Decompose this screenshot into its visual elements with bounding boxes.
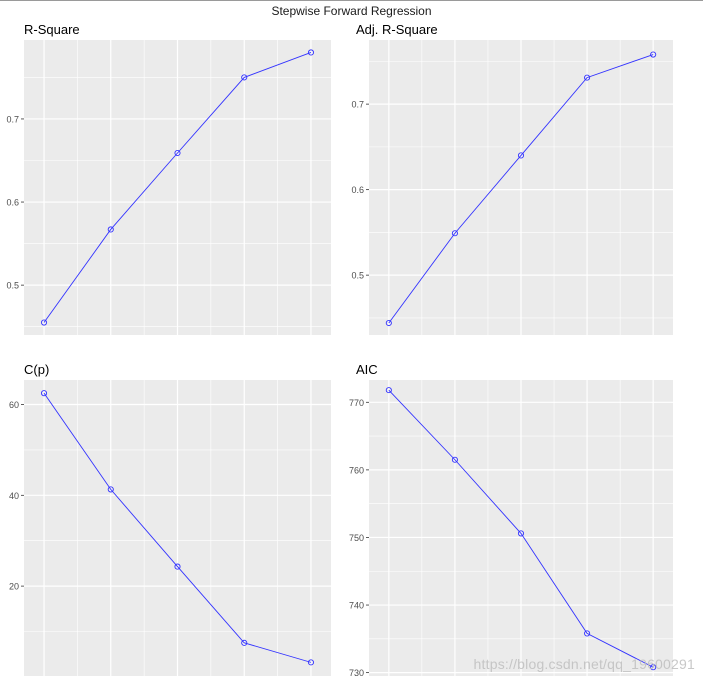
adj-r-square-title: Adj. R-Square [356, 22, 438, 37]
r-square-point [307, 49, 315, 56]
cp-ytick-label: 40 [9, 491, 19, 501]
aic-ytick-label: 730 [349, 668, 364, 678]
r-square-ytick-label: 0.7 [6, 114, 19, 124]
adj-r-square-series-line [388, 54, 654, 324]
cp-ytick-label: 60 [9, 400, 19, 410]
aic-ytick-label: 760 [349, 465, 364, 475]
watermark: https://blog.csdn.net/qq_19600291 [473, 656, 695, 672]
adj-r-square-point [451, 230, 458, 237]
adj-r-square-point [584, 74, 591, 81]
aic-point [517, 530, 525, 537]
r-square-point [174, 149, 181, 157]
r-square-ytick-label: 0.6 [6, 198, 19, 208]
cp-title: C(p) [24, 362, 49, 377]
aic-point [650, 664, 657, 671]
adj-r-square-point [385, 319, 392, 327]
cp-series-line [43, 392, 312, 663]
aic-point [385, 387, 392, 394]
aic-ytick-label: 750 [349, 533, 364, 543]
aic-point [451, 456, 458, 463]
main-title: Stepwise Forward Regression [271, 4, 432, 18]
cp-point [174, 563, 181, 570]
adj-r-square-ytick-label: 0.7 [351, 100, 364, 110]
adj-r-square-ytick-label: 0.5 [351, 271, 364, 281]
adj-r-square-point [517, 152, 525, 159]
r-square-point [40, 319, 48, 326]
adj-r-square-ytick-label: 0.6 [351, 185, 364, 195]
aic-ytick-label: 770 [349, 398, 364, 408]
r-square-point [241, 74, 248, 81]
r-square-point [107, 226, 114, 233]
top-border [0, 0, 703, 1]
aic-ytick-label: 740 [349, 601, 364, 611]
aic-series-line [388, 389, 654, 668]
cp-point [40, 390, 48, 397]
cp-chart: 20 40 60 C(p) [9, 362, 331, 676]
cp-point [307, 659, 315, 666]
r-square-title: R-Square [24, 22, 80, 37]
aic-title: AIC [356, 362, 378, 377]
cp-ytick-label: 20 [9, 582, 19, 592]
r-square-ytick-label: 0.5 [6, 281, 19, 291]
cp-point [241, 639, 248, 646]
adj-r-square-chart: 0.5 0.6 0.7 Adj. R-Square [351, 22, 673, 335]
r-square-chart: 0.5 0.6 0.7 R-Square [6, 22, 331, 335]
adj-r-square-point [650, 51, 657, 58]
aic-chart: 730 740 750 760 770 AIC [349, 362, 673, 678]
r-square-series-line [43, 52, 312, 323]
cp-point [107, 486, 114, 493]
aic-point [584, 630, 591, 637]
